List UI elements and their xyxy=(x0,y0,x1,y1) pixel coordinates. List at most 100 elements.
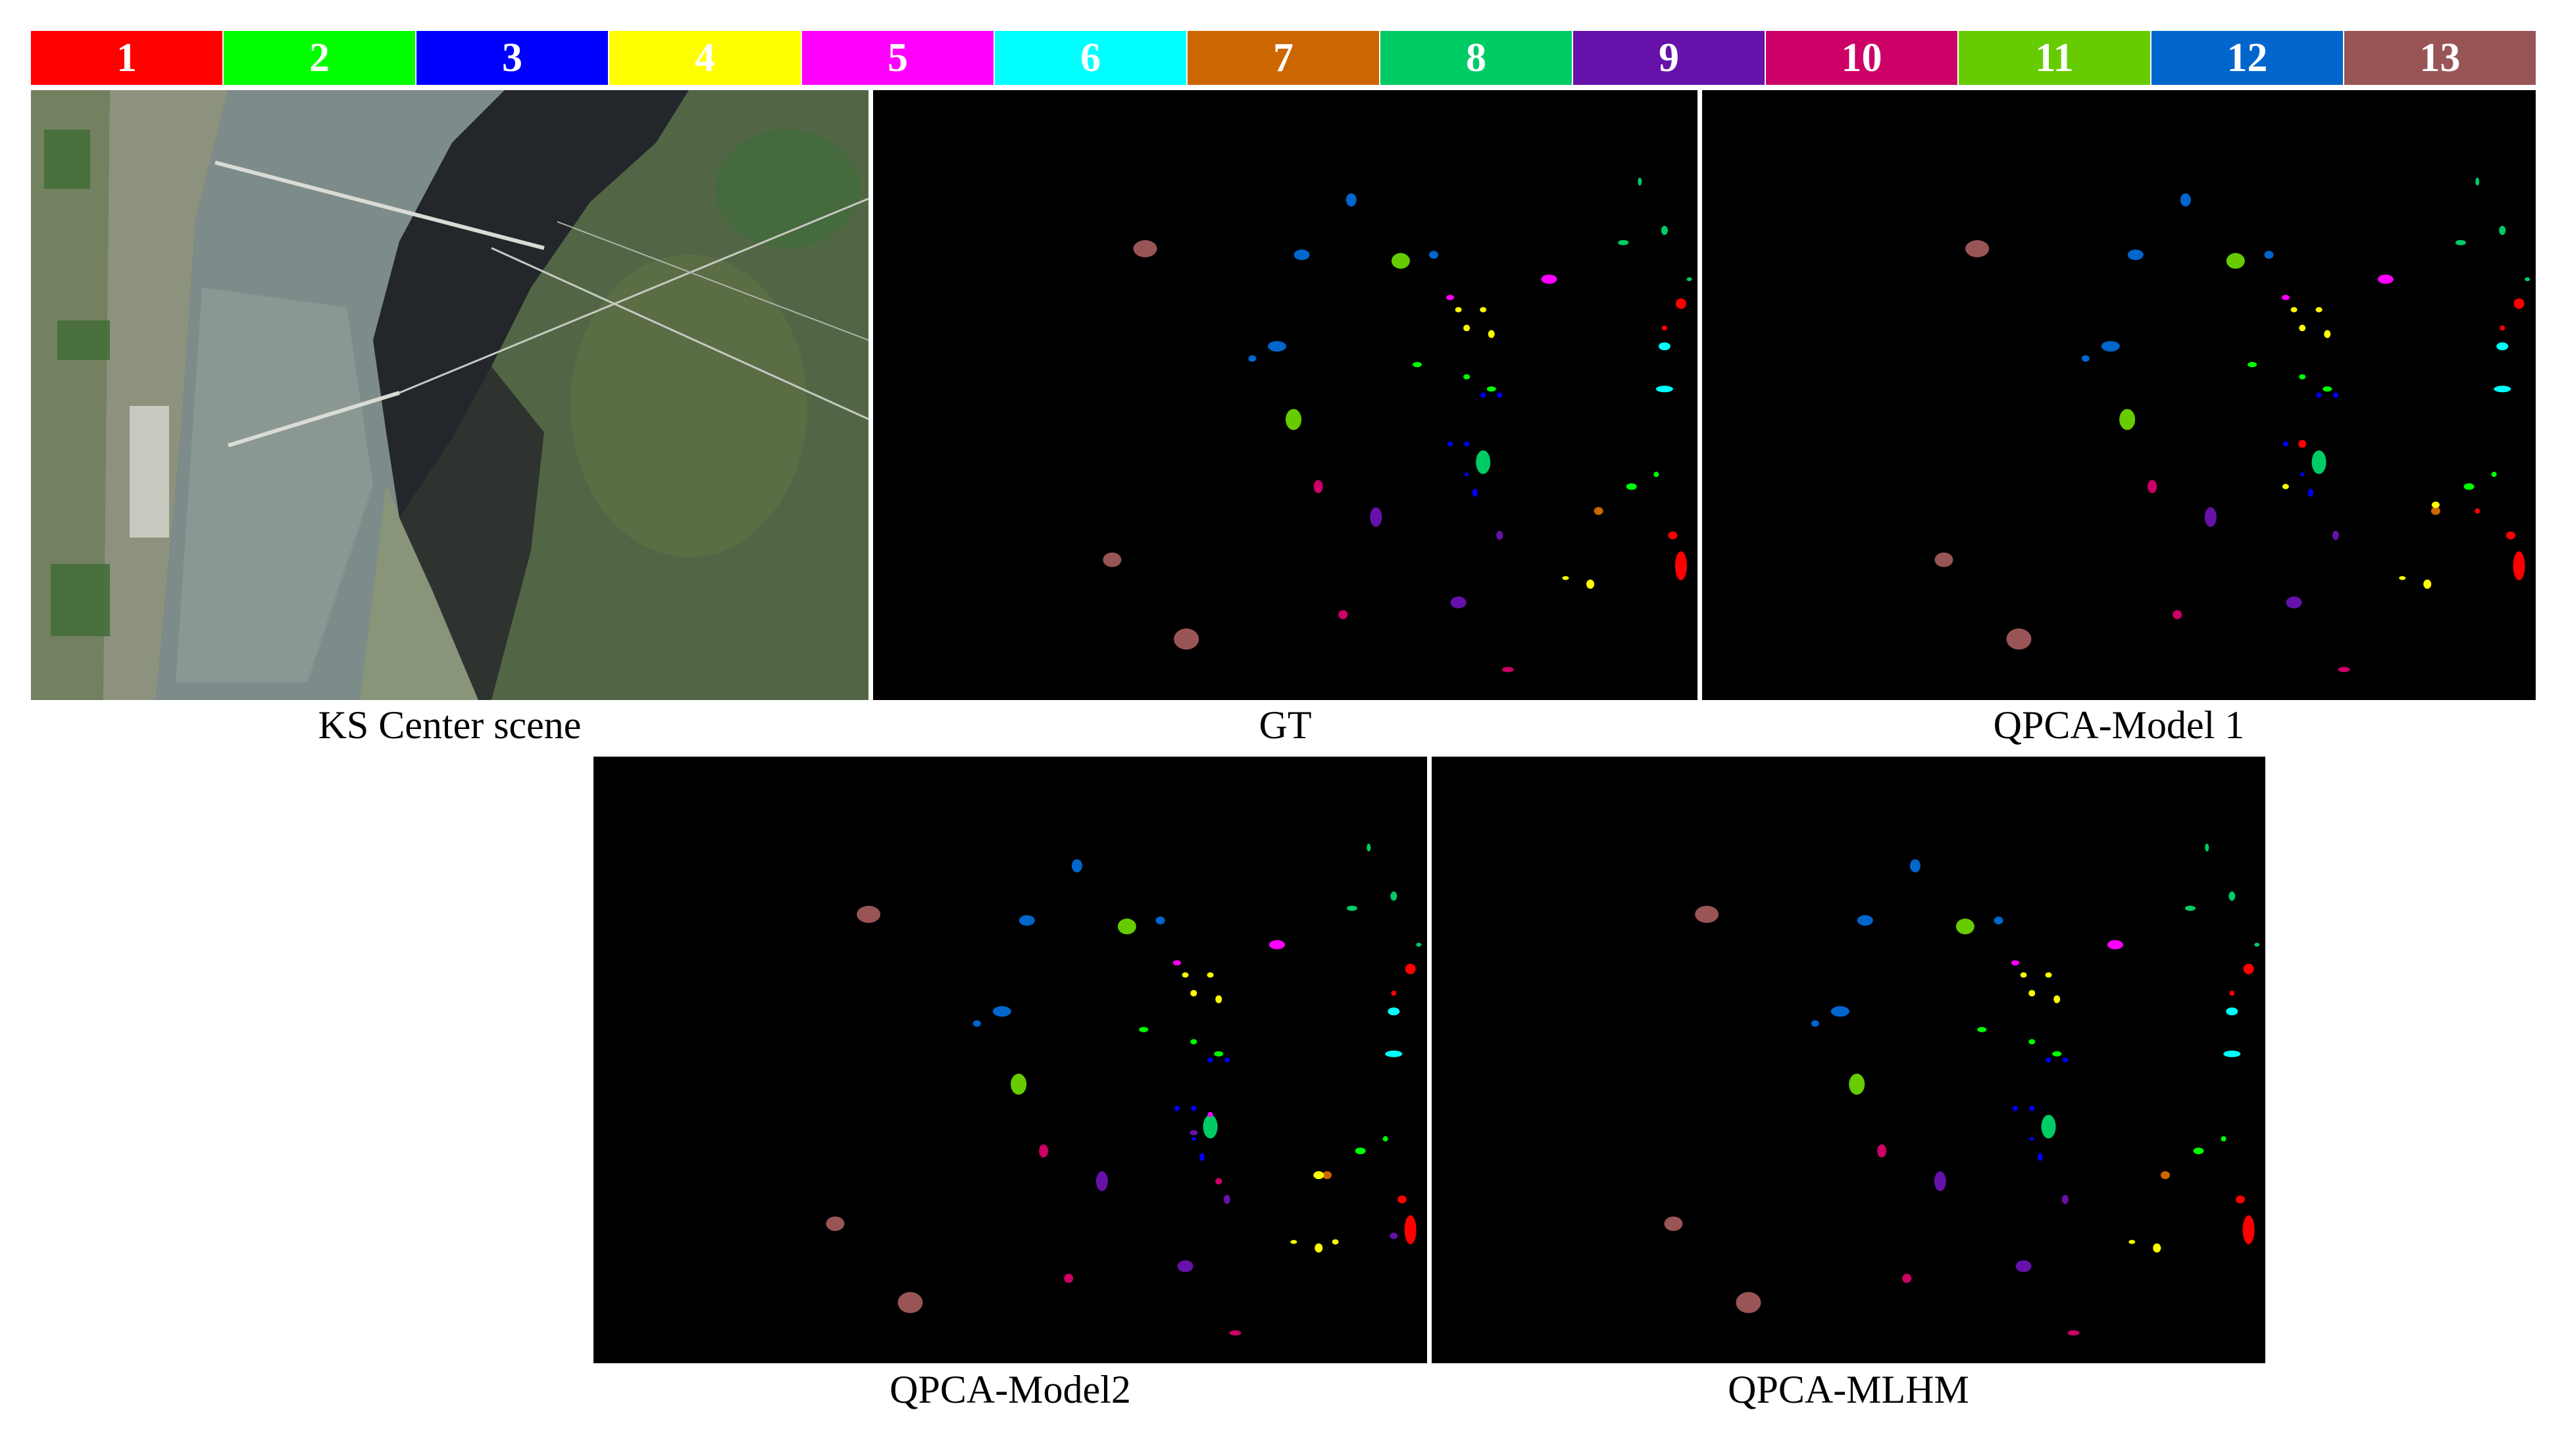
class-6-region xyxy=(2496,342,2509,351)
class-3-region xyxy=(1472,488,1478,497)
class-3-region xyxy=(1497,392,1503,398)
class-13-region xyxy=(1664,1216,1683,1231)
class-4-region xyxy=(1455,307,1462,313)
class-6-region xyxy=(2223,1050,2241,1057)
qpca-mlhm-caption: QPCA-MLHM xyxy=(1728,1368,1969,1411)
class-3-region xyxy=(1191,1105,1197,1111)
qpca-model2-map xyxy=(593,757,1427,1363)
class-4-region xyxy=(2129,1240,2135,1244)
class-8-region xyxy=(1367,843,1371,852)
class-13-region xyxy=(1174,628,1199,650)
class-4-region xyxy=(1332,1239,1339,1245)
class-8-region xyxy=(1686,277,1692,282)
class-3-region xyxy=(2037,1153,2043,1161)
qpca-model1-caption: QPCA-Model 1 xyxy=(1993,703,2245,747)
qpca-model2-caption: QPCA-Model2 xyxy=(890,1368,1131,1411)
class-4-region xyxy=(1207,972,1214,978)
class-13-region xyxy=(1736,1292,1761,1313)
class-12-region xyxy=(1267,341,1286,352)
class-10-region xyxy=(1039,1144,1049,1158)
gt-caption: GT xyxy=(1259,703,1312,747)
class-12-region xyxy=(972,1020,981,1027)
class-4-region xyxy=(2053,995,2061,1003)
class-3-region xyxy=(1224,1057,1230,1063)
legend-class-7: 7 xyxy=(1188,31,1380,85)
class-4-region xyxy=(1463,324,1471,332)
class-7-region xyxy=(1322,1171,1332,1180)
class-2-region xyxy=(2193,1147,2204,1155)
class-9-region xyxy=(2061,1195,2069,1205)
class-legend: 1 2 3 4 5 6 7 8 9 10 11 12 13 xyxy=(31,31,2536,85)
class-9-region xyxy=(1177,1260,1194,1272)
class-8-region xyxy=(1416,942,1422,947)
class-4-region xyxy=(1315,1243,1323,1253)
class-10-region xyxy=(2148,480,2157,493)
class-4-region xyxy=(2282,484,2289,490)
class-5-region xyxy=(1446,295,1455,301)
class-1-region xyxy=(1674,551,1687,581)
class-11-region xyxy=(1955,918,1974,935)
class-1-region xyxy=(2505,531,2515,540)
legend-class-2: 2 xyxy=(224,31,416,85)
class-12-region xyxy=(1294,249,1310,261)
class-4-region xyxy=(1488,330,1495,338)
class-11-region xyxy=(1117,918,1136,935)
class-3-region xyxy=(1464,441,1470,447)
class-3-region xyxy=(2282,441,2288,447)
class-12-region xyxy=(1155,916,1165,924)
class-12-region xyxy=(1830,1006,1849,1017)
class-12-region xyxy=(1811,1020,1819,1027)
class-4-region xyxy=(2028,990,2036,997)
class-1-region xyxy=(2229,990,2235,996)
class-4-region xyxy=(1215,995,1222,1003)
class-3-region xyxy=(1192,1136,1196,1141)
legend-class-6: 6 xyxy=(995,31,1188,85)
class-4-region xyxy=(1562,576,1569,580)
class-13-region xyxy=(1133,240,1157,258)
class-5-region xyxy=(2377,274,2394,284)
legend-class-9: 9 xyxy=(1573,31,1766,85)
class-12-region xyxy=(1429,251,1439,259)
class-11-region xyxy=(2226,253,2245,269)
class-11-region xyxy=(1011,1073,1027,1095)
scene-caption: KS Center scene xyxy=(318,703,582,747)
class-12-region xyxy=(1018,915,1035,926)
class-12-region xyxy=(2101,341,2120,352)
class-8-region xyxy=(1661,226,1668,236)
class-8-region xyxy=(2184,905,2196,911)
class-1-region xyxy=(1404,1215,1417,1245)
class-1-region xyxy=(2500,325,2505,331)
class-2-region xyxy=(2028,1039,2036,1045)
class-2-region xyxy=(1190,1039,1197,1045)
class-6-region xyxy=(1388,1007,1400,1016)
class-1-region xyxy=(2298,439,2307,448)
class-12-region xyxy=(1857,915,1873,926)
class-10-region xyxy=(2173,610,2182,620)
class-10-region xyxy=(1902,1273,1912,1283)
class-1-region xyxy=(1675,298,1686,309)
class-10-region xyxy=(1064,1273,1074,1283)
class-1-region xyxy=(2475,508,2480,514)
class-2-region xyxy=(2491,472,2497,478)
class-1-region xyxy=(1668,531,1678,540)
class-1-region xyxy=(2243,963,2254,974)
legend-class-10: 10 xyxy=(1766,31,1959,85)
class-10-region xyxy=(1215,1178,1222,1185)
legend-class-1: 1 xyxy=(31,31,224,85)
class-3-region xyxy=(2332,392,2338,398)
qpca-model1-map xyxy=(1702,90,2536,700)
class-5-region xyxy=(2281,295,2290,301)
class-4-region xyxy=(2399,576,2406,580)
class-2-region xyxy=(1653,472,1659,478)
class-2-region xyxy=(2463,483,2475,490)
class-6-region xyxy=(2494,386,2511,393)
legend-class-13: 13 xyxy=(2344,31,2536,85)
legend-class-3: 3 xyxy=(416,31,609,85)
legend-class-11: 11 xyxy=(1959,31,2151,85)
class-8-region xyxy=(2455,239,2466,245)
class-4-region xyxy=(2315,307,2323,313)
class-9-region xyxy=(1496,530,1503,540)
class-12-region xyxy=(2081,355,2090,362)
class-11-region xyxy=(1286,409,1302,430)
class-3-region xyxy=(2029,1105,2035,1111)
